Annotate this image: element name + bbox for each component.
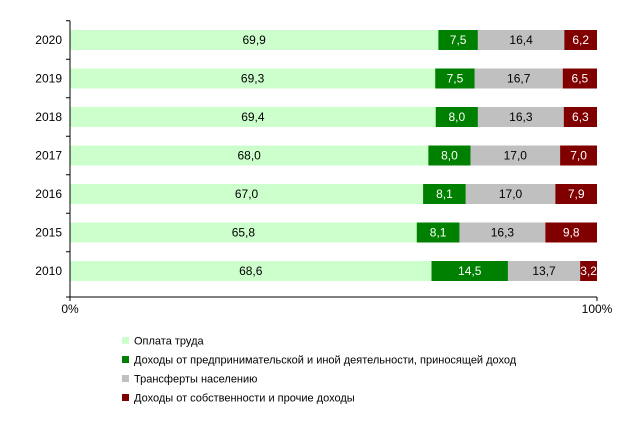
- data-label-2010-s3: 3,2: [580, 264, 597, 278]
- legend-label-2: Трансферты населению: [134, 374, 257, 386]
- y-tick-label-2020: 2020: [35, 33, 62, 47]
- bar-segment-2020-s0: [70, 30, 439, 50]
- bar-segment-2010-s2: [507, 261, 581, 281]
- legend-swatch-1: [122, 356, 129, 363]
- y-tick-label-2015: 2015: [35, 226, 62, 240]
- data-label-2020-s2: 16,4: [509, 33, 533, 47]
- bar-segment-2015-s0: [70, 222, 417, 243]
- y-tick-label-2010: 2010: [35, 264, 62, 278]
- data-label-2020-s0: 69,9: [243, 33, 267, 47]
- bar-segment-2019-s0: [70, 68, 436, 89]
- bar-segment-2010-s1: [431, 261, 508, 281]
- bar-segment-2019-s2: [474, 68, 563, 89]
- y-tick-label-2017: 2017: [35, 149, 62, 163]
- legend-swatch-0: [122, 337, 129, 344]
- bar-segment-2019-s3: [562, 68, 597, 89]
- bar-segment-2015-s2: [459, 222, 546, 243]
- data-label-2015-s2: 16,3: [491, 226, 515, 240]
- data-label-2015-s0: 65,8: [232, 226, 256, 240]
- x-tick-label: 0%: [61, 302, 79, 316]
- y-tick-label-2019: 2019: [35, 72, 62, 86]
- data-label-2010-s2: 13,7: [532, 264, 556, 278]
- axes-layer: 2020 2019 2018 2017 2016 2015 2010 0% 100%: [35, 20, 613, 316]
- data-label-2018-s0: 69,4: [241, 110, 265, 124]
- legend-label-0: Оплата труда: [134, 336, 204, 348]
- data-label-2010-s0: 68,6: [239, 264, 263, 278]
- bar-segment-2015-s1: [416, 222, 460, 243]
- data-label-2015-s1: 8,1: [430, 226, 447, 240]
- bar-segment-2010-s3: [580, 261, 597, 281]
- legend-label-1: Доходы от предпринимательской и иной дея…: [134, 355, 517, 367]
- x-tick-label: 100%: [582, 302, 613, 316]
- bar-segment-2017-s2: [470, 145, 561, 166]
- data-label-2018-s1: 8,0: [448, 110, 465, 124]
- bar-segment-2019-s1: [435, 68, 475, 89]
- data-label-2019-s0: 69,3: [241, 72, 265, 86]
- data-label-2020-s1: 7,5: [450, 33, 467, 47]
- bar-segment-2016-s3: [555, 184, 597, 204]
- bar-segment-2016-s0: [70, 184, 424, 204]
- data-label-2017-s2: 17,0: [504, 149, 528, 163]
- y-tick-label-2016: 2016: [35, 187, 62, 201]
- bar-segment-2016-s1: [423, 184, 466, 204]
- data-label-2020-s3: 6,2: [572, 33, 589, 47]
- legend-swatch-2: [122, 375, 129, 382]
- legend-label-3: Доходы от собственности и прочие доходы: [134, 393, 355, 405]
- bar-segment-2010-s0: [70, 261, 432, 281]
- bar-segment-2015-s3: [545, 222, 597, 243]
- bar-segment-2017-s0: [70, 145, 429, 166]
- bar-segment-2016-s2: [465, 184, 556, 204]
- data-label-2019-s1: 7,5: [447, 72, 464, 86]
- data-label-2016-s0: 67,0: [235, 187, 259, 201]
- bar-segment-2018-s2: [477, 107, 564, 127]
- data-label-2018-s2: 16,3: [509, 110, 533, 124]
- bar-segment-2020-s1: [438, 30, 478, 50]
- legend-swatch-3: [122, 394, 129, 401]
- bar-segment-2018-s0: [70, 107, 436, 127]
- data-label-2016-s1: 8,1: [436, 187, 453, 201]
- data-label-2016-s2: 17,0: [499, 187, 523, 201]
- data-label-2019-s2: 16,7: [507, 72, 531, 86]
- legend: Оплата труда Доходы от предпринимательско…: [122, 336, 517, 405]
- data-label-2017-s1: 8,0: [441, 149, 458, 163]
- data-label-2017-s0: 68,0: [238, 149, 262, 163]
- bar-segment-2018-s1: [435, 107, 478, 127]
- data-label-2019-s3: 6,5: [572, 72, 589, 86]
- data-label-2016-s3: 7,9: [568, 187, 585, 201]
- data-label-2017-s3: 7,0: [570, 149, 587, 163]
- data-label-2018-s3: 6,3: [572, 110, 589, 124]
- bars-layer: 69,9 7,5 16,4 6,2 69,3 7,5 16,7 6,5 69,4 8,0 16,3 6…: [70, 30, 597, 281]
- bar-segment-2017-s3: [560, 145, 597, 166]
- bar-segment-2020-s2: [477, 30, 565, 50]
- bar-segment-2018-s3: [563, 107, 597, 127]
- bar-segment-2020-s3: [564, 30, 597, 50]
- bar-segment-2017-s1: [428, 145, 471, 166]
- data-label-2015-s3: 9,8: [563, 226, 580, 240]
- y-tick-label-2018: 2018: [35, 110, 62, 124]
- data-label-2010-s1: 14,5: [458, 264, 482, 278]
